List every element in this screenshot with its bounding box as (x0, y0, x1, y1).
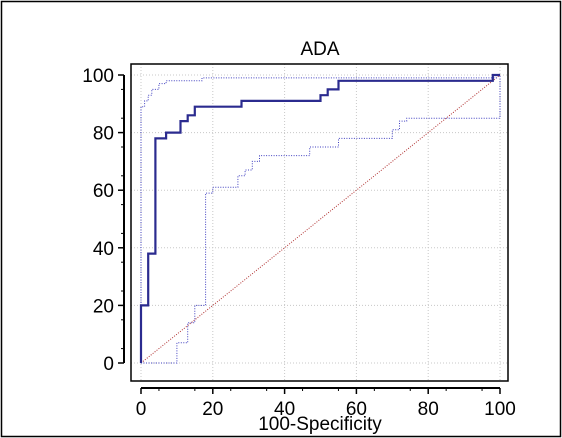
y-tick-label-0: 0 (103, 354, 114, 375)
y-tick-label-3: 60 (93, 181, 114, 202)
x-axis-label: 100-Specificity (258, 414, 382, 435)
chart-title: ADA (300, 39, 339, 60)
x-tick-label-3: 60 (346, 399, 367, 420)
y-tick-label-1: 20 (93, 296, 114, 317)
x-axis: 0 20 40 60 80 100 (136, 387, 516, 420)
x-tick-label-1: 20 (202, 399, 223, 420)
y-tick-label-2: 40 (93, 239, 114, 260)
y-axis: 0 20 40 60 80 100 (82, 66, 125, 375)
y-tick-label-5: 100 (82, 66, 114, 87)
roc-path (139, 73, 500, 363)
y-tick-label-4: 80 (93, 124, 114, 145)
x-tick-label-5: 100 (484, 399, 516, 420)
x-tick-label-2: 40 (274, 399, 295, 420)
reference-diagonal-path (140, 74, 501, 364)
roc-curve-line (139, 73, 500, 363)
reference-diagonal (140, 74, 501, 364)
x-tick-label-4: 80 (418, 399, 439, 420)
plot-area (130, 63, 509, 382)
x-tick-label-0: 0 (136, 399, 147, 420)
